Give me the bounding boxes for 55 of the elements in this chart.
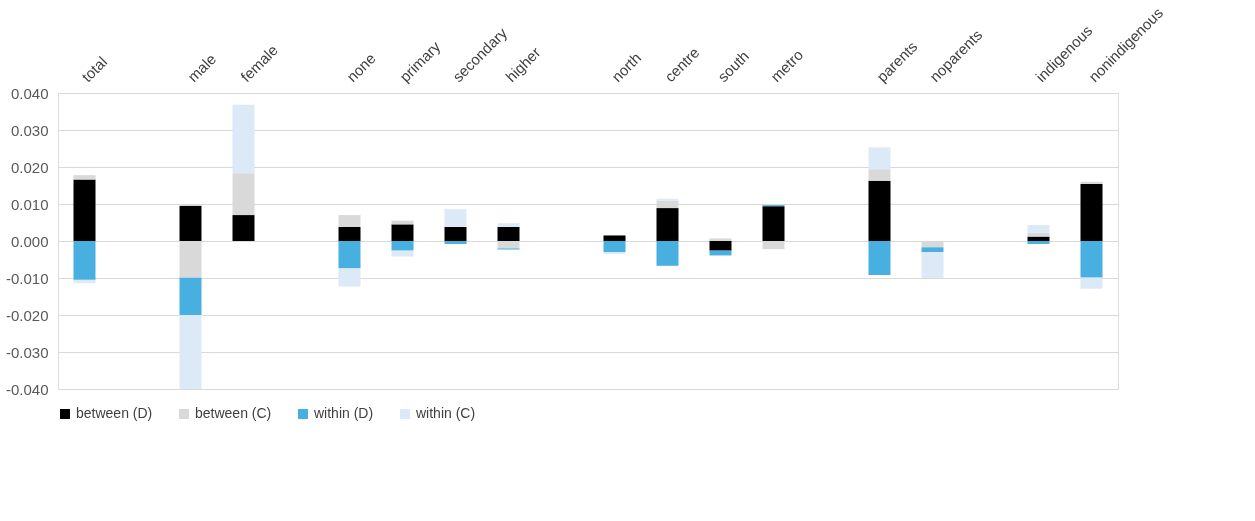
bar xyxy=(1080,181,1103,185)
bar xyxy=(868,169,891,181)
bar xyxy=(444,241,467,244)
bar xyxy=(497,223,520,227)
bar xyxy=(338,226,361,241)
y-tick-label: -0.030 xyxy=(5,343,49,361)
bar xyxy=(1027,241,1050,244)
bar xyxy=(73,175,96,180)
bar xyxy=(656,208,679,241)
bar xyxy=(73,179,96,241)
bar xyxy=(232,104,255,174)
bar xyxy=(338,215,361,227)
bar xyxy=(1027,225,1050,233)
bar xyxy=(868,180,891,241)
y-tick-label: 0.040 xyxy=(10,84,49,102)
bar xyxy=(338,241,361,269)
bar xyxy=(391,250,414,257)
bar xyxy=(868,147,891,170)
bar xyxy=(1080,277,1103,289)
bar xyxy=(391,224,414,241)
bar xyxy=(603,241,626,253)
bar xyxy=(444,226,467,241)
legend-label: within (D) xyxy=(313,405,374,421)
bar xyxy=(73,279,96,284)
bar xyxy=(603,235,626,241)
bar xyxy=(709,238,732,241)
y-tick-label: 0.030 xyxy=(10,121,49,139)
bar xyxy=(762,206,785,241)
bar xyxy=(179,315,202,389)
bar xyxy=(179,277,202,315)
bar xyxy=(921,247,944,253)
bar xyxy=(1027,236,1050,241)
bar xyxy=(73,241,96,280)
y-tick-label: -0.010 xyxy=(5,269,49,287)
bar xyxy=(232,215,255,241)
bar xyxy=(497,226,520,241)
bar xyxy=(656,241,679,266)
y-tick-label: -0.040 xyxy=(5,380,49,398)
bar xyxy=(391,241,414,251)
bar xyxy=(444,209,467,227)
bar xyxy=(179,205,202,241)
bar xyxy=(1080,241,1103,278)
legend-label: within (C) xyxy=(415,405,476,421)
y-tick-label: 0.000 xyxy=(10,232,49,250)
y-tick-label: -0.020 xyxy=(5,306,49,324)
bar xyxy=(868,241,891,276)
y-tick-label: 0.010 xyxy=(10,195,49,213)
bar xyxy=(338,268,361,287)
bar xyxy=(709,241,732,251)
bar xyxy=(1080,184,1103,241)
bar xyxy=(1027,232,1050,237)
legend-label: between (D) xyxy=(76,405,153,421)
legend-label: between (C) xyxy=(195,405,272,421)
bar xyxy=(921,252,944,278)
y-tick-label: 0.020 xyxy=(10,158,49,176)
